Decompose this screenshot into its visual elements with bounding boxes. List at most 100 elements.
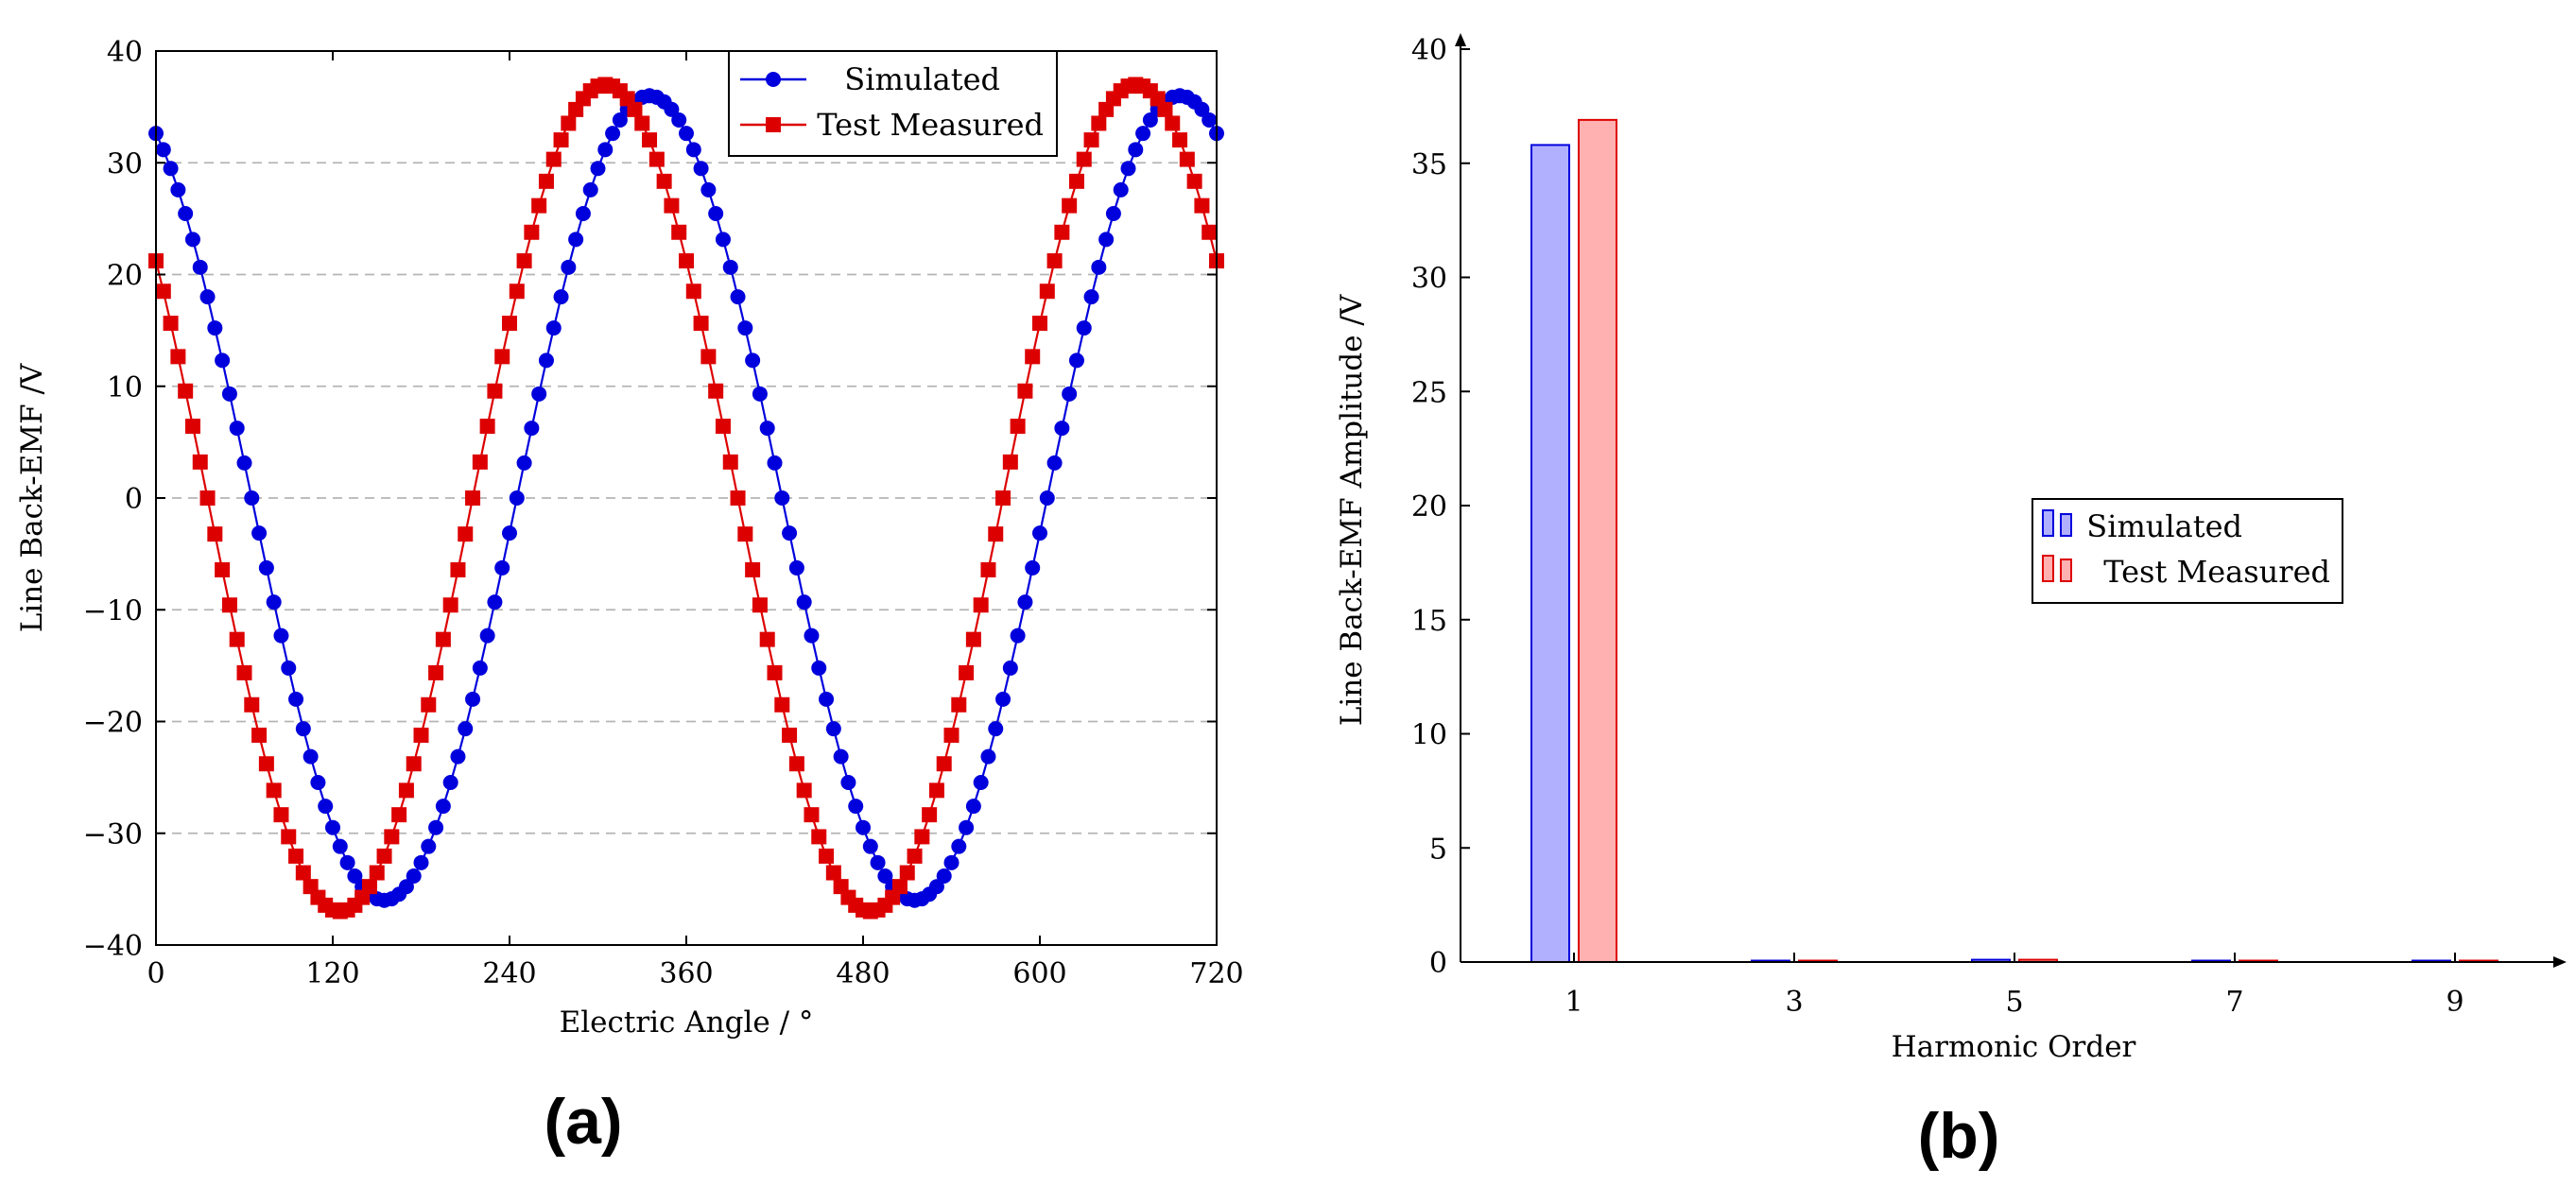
data-point bbox=[973, 775, 989, 791]
data-point bbox=[627, 101, 643, 117]
data-point bbox=[465, 691, 481, 707]
data-point bbox=[936, 868, 952, 885]
data-point bbox=[406, 756, 422, 772]
y-tick-label: 25 bbox=[1411, 376, 1447, 409]
data-point bbox=[472, 454, 488, 470]
data-point bbox=[221, 386, 237, 402]
y-axis-arrow bbox=[1455, 33, 1466, 46]
data-point bbox=[258, 756, 274, 772]
panel-a-y-axis-label: Line Back-EMF /V bbox=[15, 363, 49, 632]
data-point bbox=[959, 819, 975, 835]
x-tick-label: 7 bbox=[2225, 986, 2243, 1019]
data-point bbox=[1083, 289, 1099, 305]
data-point bbox=[155, 142, 171, 158]
data-point bbox=[244, 696, 260, 713]
panel-a-series bbox=[148, 77, 1224, 920]
data-point bbox=[215, 561, 231, 577]
data-point bbox=[295, 865, 311, 881]
data-point bbox=[1039, 490, 1055, 506]
data-point bbox=[531, 198, 547, 214]
data-point bbox=[1172, 132, 1188, 148]
data-point bbox=[648, 151, 665, 167]
data-point bbox=[752, 386, 768, 402]
data-point bbox=[1017, 594, 1033, 610]
data-point bbox=[531, 386, 547, 402]
data-point bbox=[413, 854, 429, 870]
legend-simulated-swatch-a bbox=[2042, 509, 2054, 537]
y-tick-label: 30 bbox=[107, 147, 143, 180]
data-point bbox=[796, 782, 812, 799]
data-point bbox=[1062, 386, 1078, 402]
data-point bbox=[487, 594, 503, 610]
data-point bbox=[251, 727, 268, 743]
x-tick-label: 600 bbox=[1012, 957, 1066, 990]
data-point bbox=[907, 848, 923, 864]
data-point bbox=[928, 879, 944, 895]
panel-b-axes bbox=[1455, 33, 2567, 968]
data-point bbox=[582, 181, 598, 198]
data-point bbox=[759, 421, 775, 437]
data-point bbox=[995, 691, 1011, 707]
data-point bbox=[973, 597, 989, 613]
data-point bbox=[819, 691, 835, 707]
data-point bbox=[258, 559, 274, 576]
data-point bbox=[561, 259, 577, 275]
data-point bbox=[310, 775, 326, 791]
data-point bbox=[642, 132, 658, 148]
y-tick-label: 5 bbox=[1429, 833, 1447, 866]
data-point bbox=[811, 660, 827, 676]
data-point bbox=[664, 198, 680, 214]
data-point bbox=[664, 101, 680, 117]
data-point bbox=[1098, 232, 1115, 248]
data-point bbox=[494, 349, 510, 365]
data-point bbox=[737, 320, 753, 336]
data-point bbox=[184, 419, 200, 435]
data-point bbox=[288, 848, 304, 864]
data-point bbox=[369, 865, 385, 881]
data-point bbox=[421, 838, 437, 854]
data-point bbox=[442, 597, 458, 613]
x-tick-label: 120 bbox=[305, 957, 359, 990]
data-point bbox=[192, 259, 208, 275]
data-point bbox=[273, 807, 289, 823]
y-tick-label: 0 bbox=[125, 483, 143, 516]
data-point bbox=[421, 696, 437, 713]
data-point bbox=[708, 205, 724, 221]
data-point bbox=[788, 559, 804, 576]
x-tick-label: 9 bbox=[2446, 986, 2464, 1019]
data-point bbox=[840, 775, 856, 791]
data-point bbox=[1076, 320, 1092, 336]
data-point bbox=[671, 112, 687, 128]
data-point bbox=[458, 526, 474, 542]
data-point bbox=[524, 421, 540, 437]
data-point bbox=[178, 205, 194, 221]
data-point bbox=[612, 112, 628, 128]
data-point bbox=[347, 868, 363, 885]
data-point bbox=[590, 161, 606, 177]
data-point bbox=[1157, 101, 1173, 117]
data-point bbox=[458, 721, 474, 737]
data-point bbox=[406, 868, 422, 885]
data-point bbox=[398, 879, 414, 895]
y-tick-label: 30 bbox=[1411, 263, 1447, 296]
data-point bbox=[943, 727, 960, 743]
data-point bbox=[1076, 151, 1092, 167]
data-point bbox=[819, 848, 835, 864]
data-point bbox=[332, 838, 348, 854]
data-point bbox=[1010, 419, 1026, 435]
legend-simulated-marker bbox=[766, 72, 781, 87]
data-point bbox=[361, 879, 377, 895]
panel-b-x-axis-label: Harmonic Order bbox=[1892, 1030, 2136, 1064]
data-point bbox=[965, 631, 981, 647]
data-point bbox=[804, 627, 820, 644]
x-tick-label: 5 bbox=[2005, 986, 2023, 1019]
data-point bbox=[928, 782, 944, 799]
panel-a-legend: Simulated Test Measured bbox=[728, 50, 1058, 157]
data-point bbox=[428, 664, 444, 680]
data-point bbox=[545, 151, 562, 167]
data-point bbox=[951, 696, 967, 713]
data-point bbox=[553, 289, 569, 305]
data-point bbox=[207, 320, 223, 336]
data-point bbox=[288, 691, 304, 707]
data-point bbox=[671, 224, 687, 240]
